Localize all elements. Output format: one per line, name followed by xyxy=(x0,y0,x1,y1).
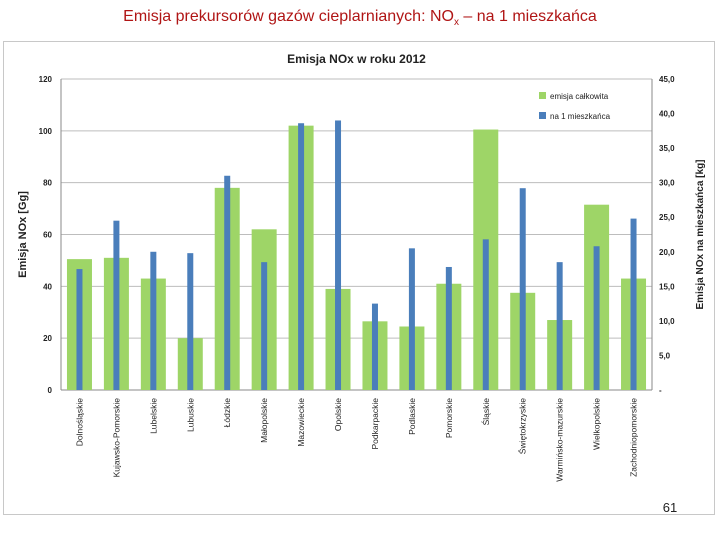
y2-tick-label: 45,0 xyxy=(659,75,675,84)
y-tick-label: 80 xyxy=(43,179,52,188)
bar-na-1-mieszkanca xyxy=(445,266,452,390)
bar-na-1-mieszkanca xyxy=(371,303,378,390)
x-tick-label: Świętokrzyskie xyxy=(517,398,528,454)
legend-label-na-1-mieszkanca: na 1 mieszkańca xyxy=(550,112,611,121)
bar-na-1-mieszkanca xyxy=(261,262,268,390)
x-tick-label: Wielkopolskie xyxy=(592,398,602,450)
y2-tick-label: 25,0 xyxy=(659,213,675,222)
chart-frame: Emisja NOx w roku 2012 0 20 40 60 80 100 120 - 5,… xyxy=(3,41,715,515)
bar-na-1-mieszkanca xyxy=(482,239,489,390)
bar-na-1-mieszkanca xyxy=(187,253,194,390)
nox-emission-chart: Emisja NOx w roku 2012 0 20 40 60 80 100 120 - 5,… xyxy=(17,52,706,482)
x-tick-label: Warmińsko-mazurskie xyxy=(555,398,565,482)
x-tick-label: Mazowieckie xyxy=(296,398,306,447)
x-tick-label: Pomorskie xyxy=(444,398,454,438)
y-tick-label: 0 xyxy=(48,386,53,395)
y2-tick-label: - xyxy=(659,386,662,395)
y-axis-title: Emisja NOx [Gg] xyxy=(17,191,29,278)
slide-title: Emisja prekursorów gazów cieplarnianych:… xyxy=(0,8,720,28)
y2-tick-label: 20,0 xyxy=(659,248,675,257)
y-tick-label: 60 xyxy=(43,231,52,240)
slide-title-subscript: x xyxy=(453,17,459,29)
x-tick-label: Małopolskie xyxy=(259,398,269,443)
bar-na-1-mieszkanca xyxy=(556,262,563,390)
legend-swatch-emisja-calkowita xyxy=(539,92,546,99)
chart-title: Emisja NOx w roku 2012 xyxy=(287,52,426,66)
x-tick-label: Kujawsko-Pomorskie xyxy=(111,398,121,478)
legend-label-emisja-calkowita: emisja całkowita xyxy=(550,92,609,101)
slide-title-tail: – na 1 mieszkańca xyxy=(458,8,597,25)
x-tick-label: Lubuskie xyxy=(185,398,195,432)
x-tick-label: Podkarpackie xyxy=(370,398,380,450)
bar-na-1-mieszkanca xyxy=(593,246,600,390)
x-tick-label: Dolnośląskie xyxy=(74,398,84,446)
x-tick-label: Śląskie xyxy=(480,398,491,426)
y2-tick-label: 35,0 xyxy=(659,144,675,153)
legend-swatch-na-1-mieszkanca xyxy=(539,112,546,119)
y-tick-label: 100 xyxy=(39,127,53,136)
y-tick-label: 20 xyxy=(43,334,52,343)
x-tick-label: Zachodniopomorskie xyxy=(629,398,639,477)
bar-na-1-mieszkanca xyxy=(298,123,305,390)
bar-na-1-mieszkanca xyxy=(76,269,83,390)
x-tick-label: Lubelskie xyxy=(148,398,158,434)
bar-na-1-mieszkanca xyxy=(408,248,415,390)
bar-na-1-mieszkanca xyxy=(335,120,342,390)
y2-tick-label: 30,0 xyxy=(659,179,675,188)
y2-axis-title: Emisja NOx na mieszkańca [kg] xyxy=(695,159,706,309)
x-tick-label: Łódzkie xyxy=(222,398,232,428)
y2-tick-label: 15,0 xyxy=(659,282,675,291)
bar-na-1-mieszkanca xyxy=(224,175,231,390)
slide-title-main: Emisja prekursorów gazów cieplarnianych:… xyxy=(123,8,454,25)
y2-tick-label: 5,0 xyxy=(659,351,671,360)
x-tick-label: Podlaskie xyxy=(407,398,417,435)
bar-na-1-mieszkanca xyxy=(630,218,637,390)
bar-na-1-mieszkanca xyxy=(519,188,526,390)
bar-na-1-mieszkanca xyxy=(113,220,120,390)
x-tick-label: Opolskie xyxy=(333,398,343,431)
y-tick-label: 120 xyxy=(39,75,53,84)
y-tick-label: 40 xyxy=(43,282,52,291)
page-number: 61 xyxy=(662,500,678,515)
bar-na-1-mieszkanca xyxy=(150,251,157,390)
y2-tick-label: 40,0 xyxy=(659,110,675,119)
y2-tick-label: 10,0 xyxy=(659,317,675,326)
